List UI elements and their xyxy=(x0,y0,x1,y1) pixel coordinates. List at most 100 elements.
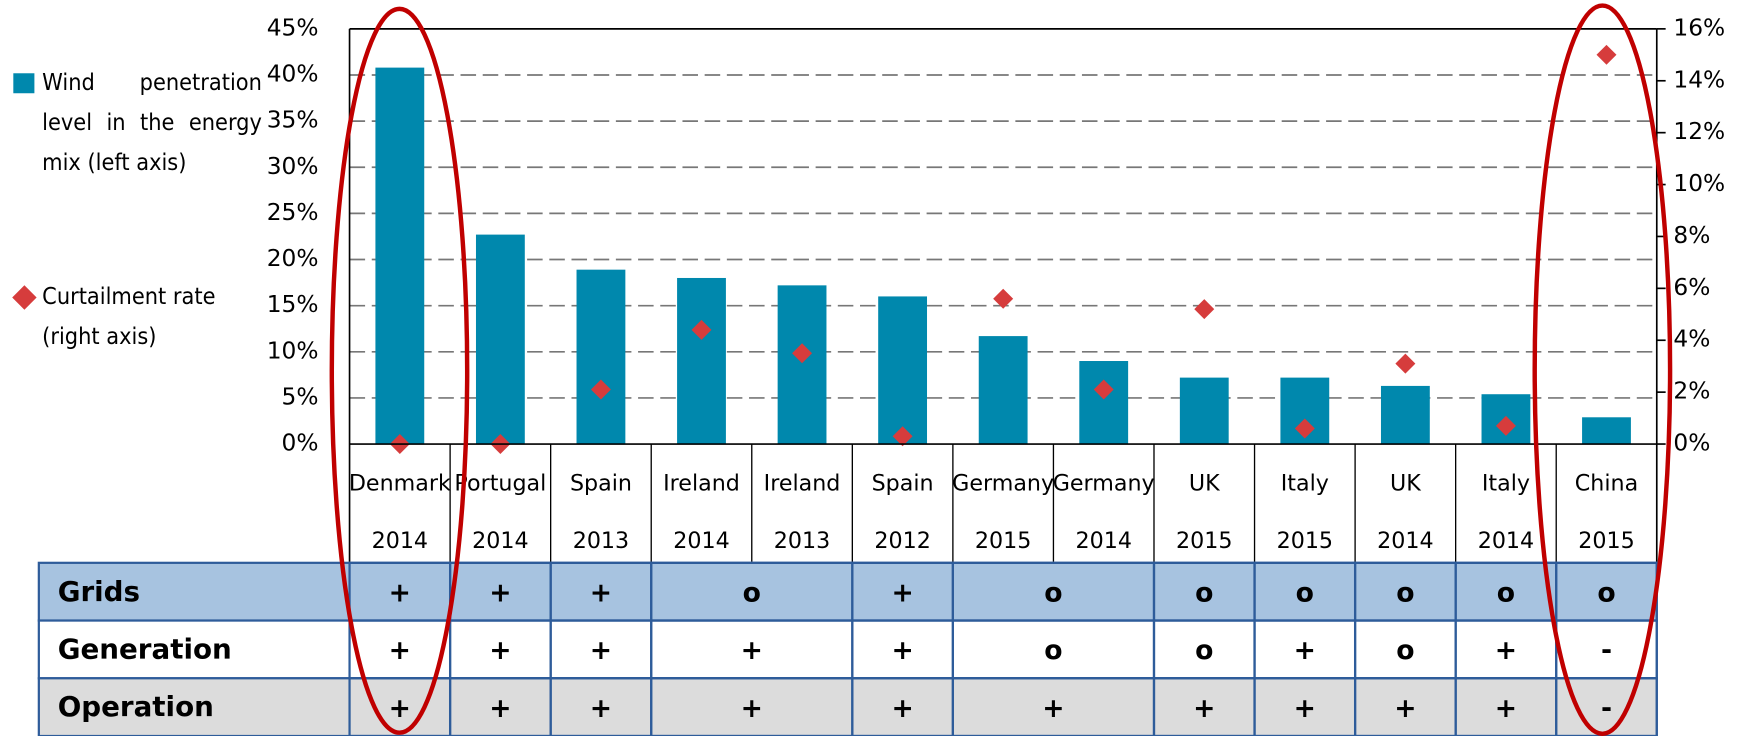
row-label: Operation xyxy=(58,690,214,723)
y-tick-label: 40% xyxy=(267,60,319,87)
table-cell-text: o xyxy=(1044,577,1062,608)
legend-swatch xyxy=(13,73,35,94)
diamond-marker xyxy=(1294,418,1315,439)
x-tick-label: 2015 xyxy=(1176,528,1232,554)
bar xyxy=(375,67,425,445)
x-tick-label: 2014 xyxy=(372,528,428,554)
bar xyxy=(475,234,525,445)
diamond-marker xyxy=(1093,379,1114,400)
table-cell-text: + xyxy=(590,693,612,724)
x-tick-label: 2015 xyxy=(1277,528,1333,554)
table-cell-text: o xyxy=(743,577,761,608)
table-cell-text: + xyxy=(590,577,612,608)
diamond-marker xyxy=(792,343,813,364)
bar xyxy=(878,296,928,445)
table-cell-text: + xyxy=(1394,693,1416,724)
diamond-marker xyxy=(1194,299,1215,320)
table-cell-text: + xyxy=(389,577,411,608)
table-cell-text: + xyxy=(891,635,913,666)
diamond-marker xyxy=(892,426,913,447)
table-cell-text: + xyxy=(1495,693,1517,724)
table-cell-text: o xyxy=(1195,635,1213,666)
bar xyxy=(1380,385,1430,445)
x-tick-label: 2013 xyxy=(774,528,830,554)
table-cell-text: + xyxy=(741,635,763,666)
row-label: Grids xyxy=(58,575,140,608)
table-cell-text: + xyxy=(891,577,913,608)
bar xyxy=(777,285,827,445)
x-tick-label: 2014 xyxy=(1478,528,1534,554)
y2-tick-label: 6% xyxy=(1673,274,1710,301)
table-cell-text: - xyxy=(1601,693,1612,724)
table-cell-text: + xyxy=(590,635,612,666)
table-row xyxy=(37,561,1658,622)
x-tick-label: Spain xyxy=(570,471,632,497)
x-tick-label: Italy xyxy=(1482,471,1530,497)
table-cell-text: + xyxy=(489,635,511,666)
table-cell-text: + xyxy=(1042,693,1064,724)
table-cell-text: + xyxy=(489,693,511,724)
bar xyxy=(978,336,1028,445)
y-tick-label: 25% xyxy=(267,199,319,226)
x-tick-label: Ireland xyxy=(663,471,740,497)
bar xyxy=(576,269,626,445)
table-cell-text: + xyxy=(891,693,913,724)
x-tick-label: 2012 xyxy=(874,528,930,554)
x-tick-label: Denmark xyxy=(349,471,451,497)
legend-diamond xyxy=(12,285,37,310)
y2-tick-label: 4% xyxy=(1673,326,1710,353)
y-tick-label: 5% xyxy=(282,383,319,410)
x-tick-label: Germany xyxy=(1053,471,1155,497)
x-tick-label: China xyxy=(1575,471,1638,497)
table-cell-text: o xyxy=(1396,577,1414,608)
bar xyxy=(1582,417,1631,445)
diamond-marker xyxy=(590,379,611,400)
highlight-ellipse xyxy=(1532,3,1673,736)
table-cell-text: o xyxy=(1396,635,1414,666)
table-cell-text: + xyxy=(1495,635,1517,666)
table-cell-text: + xyxy=(389,693,411,724)
table-cell-text: + xyxy=(489,577,511,608)
table-cell xyxy=(1555,677,1658,736)
x-tick-label: UK xyxy=(1390,471,1422,497)
y2-tick-label: 2% xyxy=(1673,378,1710,405)
table-cell-text: o xyxy=(1195,577,1213,608)
x-tick-label: UK xyxy=(1189,471,1221,497)
table-cell-text: + xyxy=(389,635,411,666)
y2-tick-label: 14% xyxy=(1673,66,1725,93)
x-tick-label: 2015 xyxy=(975,528,1031,554)
legend-label: Wind penetration level in the energy mix… xyxy=(42,68,262,176)
table-cell-text: o xyxy=(1296,577,1314,608)
bar xyxy=(677,277,726,445)
legend-label: Curtailment rate (right axis) xyxy=(42,283,216,350)
highlight-ellipse xyxy=(329,6,470,735)
table-cell-text: o xyxy=(1597,577,1615,608)
table-cell-text: + xyxy=(1294,693,1316,724)
y-tick-label: 10% xyxy=(267,337,319,364)
diamond-marker xyxy=(1395,353,1416,374)
x-tick-label: Ireland xyxy=(764,471,841,497)
legend-swatch xyxy=(12,285,37,310)
x-tick-label: Italy xyxy=(1281,471,1329,497)
x-tick-label: Portugal xyxy=(454,471,546,497)
y2-tick-label: 16% xyxy=(1673,14,1725,41)
table-cell-text: o xyxy=(1044,635,1062,666)
table-cell-text: o xyxy=(1497,577,1515,608)
table-cell-text: + xyxy=(741,693,763,724)
y2-tick-label: 0% xyxy=(1673,430,1710,457)
x-tick-label: 2015 xyxy=(1578,528,1634,554)
row-label: Generation xyxy=(58,633,232,666)
x-tick-label: Spain xyxy=(872,471,934,497)
y-tick-label: 15% xyxy=(267,291,319,318)
x-tick-label: 2014 xyxy=(1075,528,1131,554)
bar xyxy=(1079,361,1129,445)
y-tick-label: 0% xyxy=(282,430,319,457)
table-cell-text: - xyxy=(1601,635,1612,666)
x-tick-label: 2014 xyxy=(472,528,528,554)
x-tick-label: 2014 xyxy=(673,528,729,554)
y2-tick-label: 10% xyxy=(1673,170,1725,197)
x-tick-label: 2014 xyxy=(1377,528,1433,554)
diamond-marker xyxy=(1596,44,1617,65)
